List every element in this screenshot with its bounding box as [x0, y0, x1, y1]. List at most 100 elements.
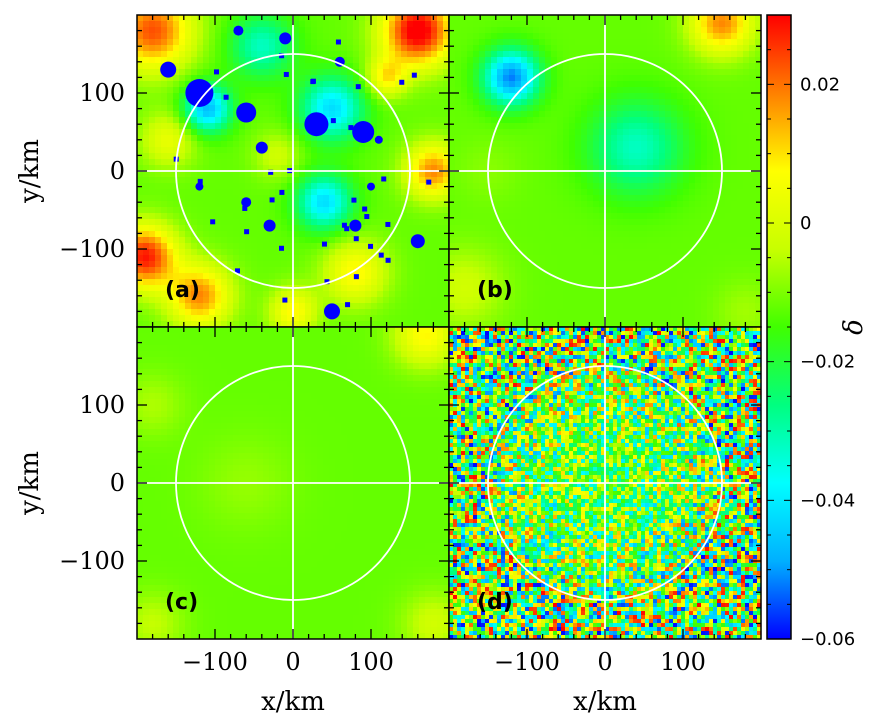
heatmap-cell	[425, 93, 432, 100]
heatmap-cell	[341, 303, 348, 310]
heatmap-cell	[239, 39, 246, 46]
heatmap-cell	[671, 285, 678, 292]
heatmap-cell	[203, 177, 210, 184]
heatmap-cell	[173, 315, 180, 322]
heatmap-cell	[227, 183, 234, 190]
heatmap-cell	[317, 153, 324, 160]
heatmap-cell	[335, 99, 342, 106]
heatmap-cell	[479, 243, 486, 250]
heatmap-cell	[455, 267, 462, 274]
heatmap-cell	[683, 129, 690, 136]
heatmap-cell	[479, 213, 486, 220]
heatmap-cell	[641, 303, 648, 310]
heatmap-cell	[677, 249, 684, 256]
heatmap-cell	[155, 171, 162, 178]
heatmap-cell	[587, 255, 594, 262]
heatmap-cell	[215, 87, 222, 94]
heatmap-cell	[173, 225, 180, 232]
heatmap-cell	[521, 63, 528, 70]
heatmap-cell	[317, 249, 324, 256]
heatmap-cell	[647, 207, 654, 214]
heatmap-cell	[293, 321, 300, 327]
heatmap-cell	[455, 273, 462, 280]
heatmap-cell	[425, 195, 432, 202]
heatmap-cell	[665, 261, 672, 268]
heatmap-cell	[629, 297, 636, 304]
heatmap-cell	[191, 51, 198, 58]
heatmap-cell	[599, 141, 606, 148]
heatmap-cell	[419, 225, 426, 232]
heatmap-cell	[635, 99, 642, 106]
heatmap-cell	[647, 93, 654, 100]
heatmap-cell	[197, 243, 204, 250]
heatmap-cell	[461, 261, 468, 268]
heatmap-cell	[389, 321, 396, 327]
heatmap-cell	[419, 267, 426, 274]
heatmap-cell	[143, 255, 150, 262]
heatmap-cell	[161, 285, 168, 292]
heatmap-cell	[443, 279, 449, 286]
heatmap-cell	[155, 189, 162, 196]
heatmap-cell	[479, 207, 486, 214]
heatmap-cell	[665, 15, 672, 22]
heatmap-cell	[437, 243, 444, 250]
heatmap-cell	[203, 291, 210, 298]
heatmap-cell	[137, 279, 144, 286]
heatmap-cell	[173, 261, 180, 268]
heatmap-cell	[317, 201, 324, 208]
heatmap-cell	[161, 39, 168, 46]
heatmap-cell	[527, 15, 534, 22]
heatmap-cell	[395, 315, 402, 322]
heatmap-cell	[257, 93, 264, 100]
heatmap-cell	[617, 75, 624, 82]
heatmap-cell	[341, 99, 348, 106]
heatmap-cell	[389, 303, 396, 310]
heatmap-cell	[611, 15, 618, 22]
heatmap-cell	[245, 21, 252, 28]
heatmap-cell	[323, 33, 330, 40]
heatmap-cell	[281, 243, 288, 250]
heatmap-cell	[539, 195, 546, 202]
heatmap-cell	[635, 117, 642, 124]
heatmap-cell	[203, 33, 210, 40]
heatmap-cell	[587, 177, 594, 184]
heatmap-cell	[419, 33, 426, 40]
heatmap-cell	[479, 21, 486, 28]
heatmap-cell	[521, 93, 528, 100]
heatmap-cell	[179, 159, 186, 166]
heatmap-cell	[503, 195, 510, 202]
heatmap-cell	[317, 45, 324, 52]
heatmap-cell	[371, 165, 378, 172]
heatmap-cell	[419, 39, 426, 46]
heatmap-cell	[641, 51, 648, 58]
heatmap-cell	[671, 81, 678, 88]
heatmap-cell	[359, 213, 366, 220]
heatmap-cell	[479, 141, 486, 148]
heatmap-cell	[179, 147, 186, 154]
heatmap-cell	[275, 165, 282, 172]
heatmap-cell	[311, 69, 318, 76]
heatmap-cell	[395, 201, 402, 208]
heatmap-cell	[623, 21, 630, 28]
heatmap-cell	[485, 261, 492, 268]
heatmap-cell	[347, 33, 354, 40]
heatmap-cell	[419, 159, 426, 166]
heatmap-cell	[293, 255, 300, 262]
heatmap-cell	[185, 237, 192, 244]
heatmap-cell	[359, 189, 366, 196]
heatmap-cell	[191, 117, 198, 124]
heatmap-cell	[497, 153, 504, 160]
heatmap-cell	[449, 255, 456, 262]
heatmap-cell	[551, 309, 558, 316]
heatmap-cell	[635, 231, 642, 238]
heatmap-cell	[539, 243, 546, 250]
heatmap-cell	[227, 189, 234, 196]
heatmap-cell	[167, 165, 174, 172]
heatmap-cell	[473, 21, 480, 28]
heatmap-cell	[155, 219, 162, 226]
heatmap-cell	[479, 33, 486, 40]
heatmap-cell	[515, 237, 522, 244]
heatmap-cell	[437, 261, 444, 268]
heatmap-cell	[185, 75, 192, 82]
heatmap-cell	[287, 111, 294, 118]
